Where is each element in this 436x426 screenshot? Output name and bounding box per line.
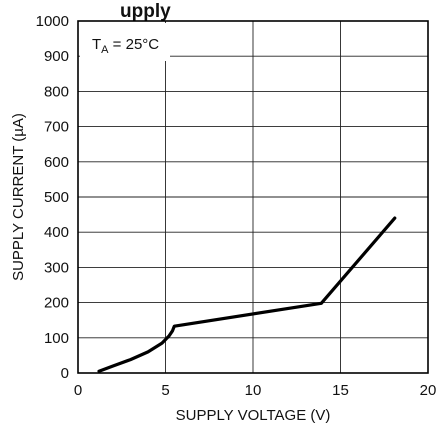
x-tick-label: 10	[245, 382, 262, 399]
temperature-value: = 25°C	[109, 36, 160, 53]
x-tick-labels: 0 5 10 15 20	[74, 382, 436, 399]
y-tick-label: 0	[61, 365, 69, 382]
temperature-symbol: T	[92, 36, 101, 53]
temperature-label: TA = 25°C	[92, 36, 159, 56]
x-axis-label: SUPPLY VOLTAGE (V)	[176, 407, 331, 424]
y-tick-label: 500	[44, 189, 69, 206]
annotation-background	[80, 23, 170, 61]
x-tick-label: 15	[332, 382, 349, 399]
chart-grid	[78, 21, 428, 373]
x-tick-label: 5	[161, 382, 169, 399]
y-tick-label: 200	[44, 295, 69, 312]
y-tick-labels: 0 100 200 300 400 500 600 700 800 900 1000	[36, 13, 69, 382]
temperature-annotation: TA = 25°C	[80, 23, 170, 61]
y-tick-label: 100	[44, 330, 69, 347]
y-axis-label: SUPPLY CURRENT (µA)	[10, 113, 27, 281]
plot-frame	[77, 20, 429, 374]
supply-current-curve-layer	[97, 216, 397, 373]
y-tick-label: 400	[44, 224, 69, 241]
x-tick-label: 0	[74, 382, 82, 399]
y-tick-label: 800	[44, 83, 69, 100]
supply-current-curve-1	[97, 216, 397, 373]
y-tick-label: 700	[44, 119, 69, 136]
y-tick-label: 1000	[36, 13, 69, 30]
y-tick-label: 900	[44, 48, 69, 65]
temperature-subscript: A	[101, 44, 109, 56]
y-tick-label: 300	[44, 259, 69, 276]
chart-title-fragment: upply	[120, 1, 171, 22]
x-tick-label: 20	[420, 382, 436, 399]
y-tick-label: 600	[44, 154, 69, 171]
